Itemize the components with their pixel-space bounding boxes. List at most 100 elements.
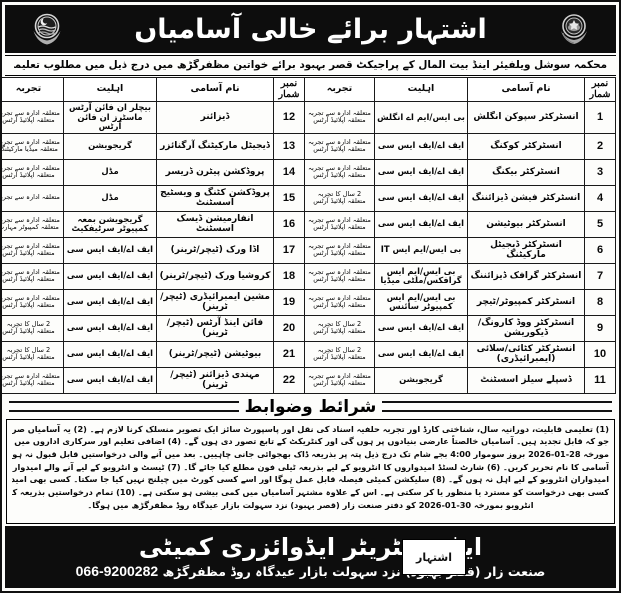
- cell-qualification-right: ایف اے/ایف ایس سی: [374, 340, 468, 368]
- footer-contact: صنعت زار (قصر بہبود) نزد سہولت بازار عید…: [76, 563, 546, 579]
- cell-number-right: 9: [584, 314, 616, 342]
- cell-experience-left: متعلقہ ادارہ سے تجربہ متعلقہ اپلائیڈ آرٹس: [2, 366, 64, 394]
- cell-number-left: 20: [273, 314, 305, 342]
- cell-experience-left: متعلقہ ادارہ سے تجربہ متعلقہ اپلائیڈ آرٹس: [2, 158, 64, 186]
- cell-experience-left: متعلقہ ادارہ سے تجربہ متعلقہ اپلائیڈ آرٹس: [2, 288, 64, 316]
- cell-post-left: مشین ایمبرائیڈری (ٹیچر/ٹرینر): [156, 288, 274, 316]
- cell-number-right: 3: [584, 158, 616, 186]
- cell-post-left: مہندی ڈیزائنر (ٹیچر/ٹرینر): [156, 366, 274, 394]
- cell-number-left: 22: [273, 366, 305, 394]
- cell-experience-right: متعلقہ ادارہ سے تجربہ متعلقہ اپلائیڈ آرٹس: [304, 210, 375, 238]
- subtitle-bar: محکمہ سوشل ویلفیئر اینڈ بیت المال کے پرا…: [5, 55, 616, 77]
- table-row: 7 انسٹرکٹر گرافک ڈیزائننگ بی ایس/ایم ایس گ…: [2, 262, 616, 290]
- cell-post-left: انفارمیشن ڈیسک اسسٹنٹ: [156, 210, 274, 238]
- cell-post-left: بیوٹیشن (ٹیچر/ٹرینر): [156, 340, 274, 368]
- cell-experience-right: متعلقہ ادارہ سے تجربہ متعلقہ اپلائیڈ آرٹس: [304, 158, 375, 186]
- table-row: 4 انسٹرکٹر فیشن ڈیزائننگ ایف اے/ایف ایس سی…: [2, 184, 616, 212]
- cell-number-left: 16: [273, 210, 305, 238]
- cell-number-right: 8: [584, 288, 616, 316]
- cell-post-right: انسٹرکٹر ڈیجیٹل مارکیٹنگ: [467, 236, 585, 264]
- cell-post-right: انسٹرکٹر ووڈ کارونگ/ڈیکوریشن: [467, 314, 585, 342]
- table-row: 6 انسٹرکٹر ڈیجیٹل مارکیٹنگ بی ایس/ایم ایس …: [2, 236, 616, 264]
- cell-experience-right: 2 سال کا تجربہ متعلقہ اپلائیڈ آرٹس: [304, 340, 375, 368]
- footer-banner: اشتہار ایڈمنسٹریٹر ایڈوائزری کمیٹی صنعت …: [5, 526, 616, 588]
- cell-post-right: ڈسپلے سیلز اسسٹنٹ: [467, 366, 585, 394]
- condition-line-1: (1) تعلیمی قابلیت، دورانیہ سال، شناختی ک…: [12, 423, 609, 434]
- cell-post-left: کروشیا ورک (ٹیچر/ٹرینر): [156, 262, 274, 290]
- conditions-body: (1) تعلیمی قابلیت، دورانیہ سال، شناختی ک…: [6, 418, 615, 524]
- cell-post-right: انسٹرکٹر بیوٹیشن: [467, 210, 585, 238]
- cell-qualification-right: بی ایس/ایم اے انگلش: [374, 101, 468, 134]
- table-row: 10 انسٹرکٹر کٹائی/سلائی (ایمبرائیڈری) ایف …: [2, 340, 616, 368]
- header-banner: اشتہار برائے خالی آسامیاں: [5, 5, 616, 53]
- header-qualification-left: اہلیت: [63, 77, 157, 103]
- cell-qualification-right: گریجویشن: [374, 366, 468, 394]
- table-row: 3 انسٹرکٹر بیکنگ ایف اے/ایف ایس سی متعلقہ ا…: [2, 158, 616, 186]
- conditions-header: شرائط وضوابط: [5, 395, 616, 418]
- cell-qualification-left: گریجویشن بمعہ کمپیوٹر سرٹیفکیٹ: [63, 210, 157, 238]
- cell-post-left: پروڈکشن پیٹرن ڈریسر: [156, 158, 274, 186]
- cell-number-right: 4: [584, 184, 616, 212]
- cell-post-right: انسٹرکٹر گرافک ڈیزائننگ: [467, 262, 585, 290]
- cell-qualification-right: بی ایس/ایم ایس گرافکس/ملٹی میڈیا: [374, 262, 468, 290]
- cell-experience-right: 2 سال کا تجربہ متعلقہ اپلائیڈ آرٹس: [304, 184, 375, 212]
- table-header-row: نمبر شمار نام آسامی اہلیت تجربہ نمبر شما…: [2, 77, 616, 103]
- cell-number-right: 6: [584, 236, 616, 264]
- cell-experience-right: متعلقہ ادارہ سے تجربہ متعلقہ اپلائیڈ آرٹس: [304, 101, 375, 134]
- cell-qualification-left: ایف اے/ایف ایس سی: [63, 340, 157, 368]
- cell-experience-right: متعلقہ ادارہ سے تجربہ متعلقہ اپلائیڈ آرٹس: [304, 262, 375, 290]
- cell-qualification-left: ایف اے/ایف ایس سی: [63, 314, 157, 342]
- government-emblem-icon: [554, 9, 594, 49]
- cell-experience-left: 2 سال کا تجربہ متعلقہ اپلائیڈ آرٹس: [2, 340, 64, 368]
- cell-qualification-left: ایف اے/ایف ایس سی: [63, 262, 157, 290]
- condition-line-6: کسی بھی درخواست کو مسترد یا منظور یا کر …: [12, 487, 609, 498]
- page-title: اشتہار برائے خالی آسامیاں: [134, 13, 487, 45]
- footer-phone[interactable]: 066-9200282: [75, 563, 159, 580]
- cell-qualification-left: ایف اے/ایف ایس سی: [63, 366, 157, 394]
- cell-post-right: انسٹرکٹر سپوکن انگلش: [467, 101, 585, 134]
- cell-qualification-right: ایف اے/ایف ایس سی: [374, 184, 468, 212]
- header-post-right: نام آسامی: [467, 77, 585, 103]
- cell-post-right: انسٹرکٹر بیکنگ: [467, 158, 585, 186]
- cell-post-right: انسٹرکٹر کمپیوٹر/ٹیچر: [467, 288, 585, 316]
- cell-number-right: 7: [584, 262, 616, 290]
- cell-experience-left: متعلقہ ادارہ سے تجربہ متعلقہ اپلائیڈ آرٹس: [2, 236, 64, 264]
- cell-number-left: 21: [273, 340, 305, 368]
- cell-experience-right: متعلقہ ادارہ سے تجربہ متعلقہ اپلائیڈ آرٹس: [304, 366, 375, 394]
- header-post-left: نام آسامی: [156, 77, 274, 103]
- table-row: 8 انسٹرکٹر کمپیوٹر/ٹیچر بی ایس/ایم ایس کمپ…: [2, 288, 616, 316]
- cell-number-left: 12: [273, 101, 305, 134]
- department-intro-text: محکمہ سوشل ویلفیئر اینڈ بیت المال کے پرا…: [14, 59, 608, 71]
- cell-number-left: 18: [273, 262, 305, 290]
- cell-qualification-right: ایف اے/ایف ایس سی: [374, 158, 468, 186]
- table-header: نمبر شمار نام آسامی اہلیت تجربہ نمبر شما…: [2, 77, 616, 103]
- cell-qualification-right: بی ایس/ایم ایس کمپیوٹر سائنس: [374, 288, 468, 316]
- cell-experience-left: متعلقہ ادارہ سے تجربہ متعلقہ کمپیوٹر مہار…: [2, 210, 64, 238]
- table-row: 5 انسٹرکٹر بیوٹیشن ایف اے/ایف ایس سی متعلقہ…: [2, 210, 616, 238]
- cell-number-left: 14: [273, 158, 305, 186]
- conditions-title: شرائط وضوابط: [244, 396, 377, 417]
- cell-number-left: 15: [273, 184, 305, 212]
- cell-number-right: 2: [584, 132, 616, 160]
- table-row: 1 انسٹرکٹر سپوکن انگلش بی ایس/ایم اے انگلش…: [2, 101, 616, 134]
- vacancies-table-wrapper: نمبر شمار نام آسامی اہلیت تجربہ نمبر شما…: [2, 77, 616, 394]
- vacancies-table: نمبر شمار نام آسامی اہلیت تجربہ نمبر شما…: [2, 77, 616, 394]
- cell-qualification-right: بی ایس/ایم ایس IT: [374, 236, 468, 264]
- cell-experience-right: متعلقہ ادارہ سے تجربہ متعلقہ اپلائیڈ آرٹس: [304, 236, 375, 264]
- cell-number-left: 17: [273, 236, 305, 264]
- cell-qualification-right: ایف اے/ایف ایس سی: [374, 210, 468, 238]
- cell-post-right: انسٹرکٹر فیشن ڈیزائننگ: [467, 184, 585, 212]
- cell-qualification-left: گریجویشن: [63, 132, 157, 160]
- cell-post-right: انسٹرکٹر کٹائی/سلائی (ایمبرائیڈری): [467, 340, 585, 368]
- cell-experience-left: 2 سال کا تجربہ متعلقہ اپلائیڈ آرٹس: [2, 314, 64, 342]
- header-experience-right: تجربہ: [304, 77, 375, 103]
- cell-qualification-left: ایف اے/ایف ایس سی: [63, 288, 157, 316]
- cell-experience-right: 2 سال کا تجربہ متعلقہ اپلائیڈ آرٹس: [304, 314, 375, 342]
- cell-experience-left: متعلقہ ادارہ سے تجربہ: [2, 184, 64, 212]
- condition-line-3: مورخہ 28-01-2026 بروز سوموار 4:00 بجے شا…: [12, 449, 609, 459]
- table-row: 9 انسٹرکٹر ووڈ کارونگ/ڈیکوریشن ایف اے/ایف …: [2, 314, 616, 342]
- cell-post-left: پروڈکشن کٹنگ و ویسٹیج اسسٹنٹ: [156, 184, 274, 212]
- cell-number-right: 1: [584, 101, 616, 134]
- cell-number-right: 10: [584, 340, 616, 368]
- rule-left: [8, 401, 239, 413]
